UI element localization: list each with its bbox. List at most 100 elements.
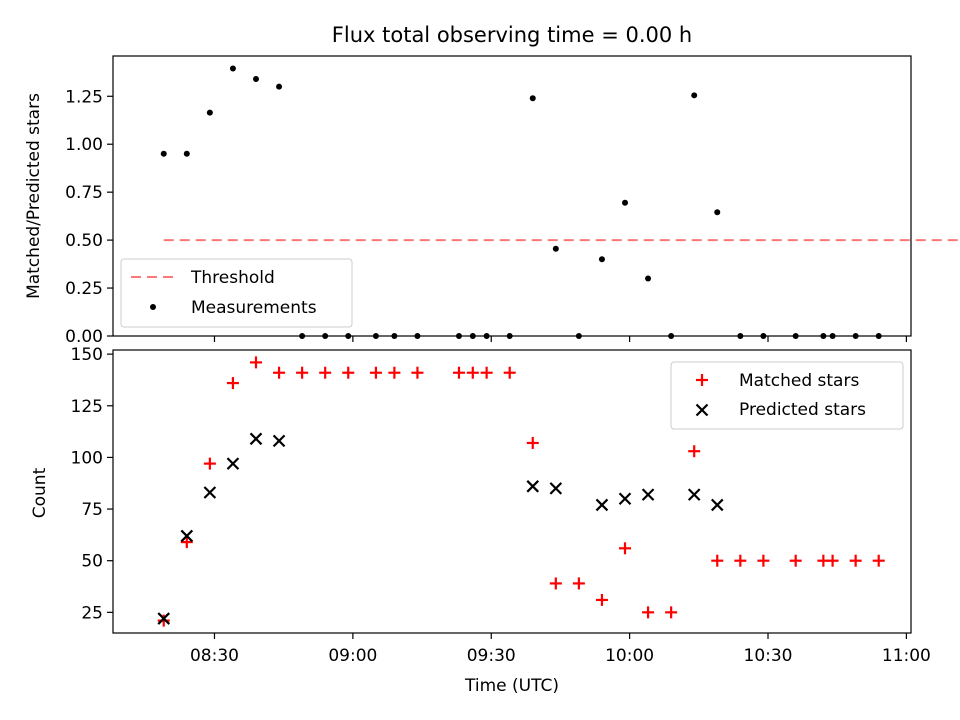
predicted-star-point [687,488,701,501]
measurement-point [552,245,559,252]
measurement-point [529,95,536,102]
top-plot-frame [112,55,912,337]
matched-star-point [757,554,770,567]
bottom-legend-box [670,361,904,430]
predicted-star-point [710,498,724,512]
matched-star-point [226,377,239,390]
matched-star-point [619,542,632,555]
matched-star-point [665,606,678,619]
x-tick-label: 09:00 [328,646,377,666]
threshold-legend-label: Threshold [190,268,275,288]
measurement-point [252,76,259,83]
predicted-swatch-marker [695,403,709,417]
matched-star-point [642,606,655,619]
matched-star-point [572,577,585,590]
top-y-tick-label: 1.25 [65,87,103,107]
top-y-tick-label: 0.00 [65,327,103,347]
top-y-tick-label: 0.75 [65,183,103,203]
matched-star-point [369,366,382,379]
measurement-point [714,209,721,216]
predicted-star-point [249,432,263,446]
matched-star-point [849,554,862,567]
bottom-y-tick-label: 50 [81,552,103,572]
measurement-point [598,256,605,263]
matched-star-point [466,366,479,379]
predicted-star-point [180,529,194,543]
matched-star-point [789,554,802,567]
predicted-star-point [526,480,540,493]
bottom-ticks: 25 50 75 100 125 150 08:30 09:00 09:30 10:00 10:30… [71,345,931,666]
x-axis-title: Time (UTC) [464,676,559,696]
measurement-point [645,275,652,282]
predicted-star-point [618,492,632,506]
x-tick-label: 09:30 [467,646,516,666]
matched-star-point [711,554,724,567]
matched-star-point [203,457,216,470]
matched-star-point [526,436,539,449]
matched-star-point [872,554,885,567]
bottom-panel: Count Time (UTC) 25 50 75 100 125 150 08:30 09:… [30,345,931,696]
bottom-y-tick-label: 100 [71,448,103,468]
matched-star-point [595,593,608,606]
measurement-point [183,150,190,157]
matched-star-point [826,554,839,567]
matched-legend-label: Matched stars [739,371,859,391]
bottom-y-axis-title: Count [30,467,50,518]
matched-swatch-marker [696,374,708,386]
matched-star-point [480,366,493,379]
bottom-legend: Matched stars Predicted stars [670,361,904,430]
measurements-legend-label: Measurements [191,298,317,318]
measurement-point [691,92,698,99]
matched-star-point [319,366,332,379]
measurements-legend-swatch [150,304,156,310]
predicted-star-point [641,488,655,501]
top-y-tick-label: 0.25 [65,279,103,299]
top-legend-box [120,258,353,328]
matched-star-point [411,366,424,379]
x-tick-label: 10:30 [744,646,793,666]
x-tick-label: 08:30 [190,646,239,666]
matched-star-point [296,366,309,379]
predicted-star-point [203,486,217,499]
bottom-y-tick-label: 150 [71,345,103,365]
bottom-plot-frame [112,349,912,634]
matched-star-point [503,366,516,379]
matched-legend-swatch [696,374,708,386]
predicted-star-point [272,434,286,448]
top-y-tick-label: 0.50 [65,231,103,251]
predicted-star-point [157,612,171,625]
predicted-star-point [595,498,609,512]
matched-star-point [549,577,562,590]
matched-star-point [388,366,401,379]
top-panel: Flux total observing time = 0.00 h Match… [24,23,960,347]
top-y-axis-title: Matched/Predicted stars [24,93,44,299]
bottom-y-tick-label: 75 [81,500,103,520]
count-points [157,356,885,627]
matched-star-point [688,445,701,458]
predicted-star-point [226,457,240,470]
matched-star-point [452,366,465,379]
predicted-star-point [549,482,563,495]
measurement-point [160,150,167,157]
bottom-y-tick-label: 125 [71,397,103,417]
predicted-legend-swatch [695,403,709,417]
measurement-point [622,199,629,206]
matched-star-point [157,614,170,627]
top-legend: Threshold Measurements [120,258,353,328]
predicted-legend-label: Predicted stars [739,400,866,420]
matched-star-point [180,536,193,549]
measurement-point [229,65,236,72]
matched-star-point [249,356,262,369]
measurement-point [206,109,213,116]
matched-star-point [342,366,355,379]
x-tick-label: 11:00 [882,646,931,666]
matched-star-point [273,366,286,379]
measurement-point [276,83,283,90]
matched-star-point [734,554,747,567]
top-ticks: 0.00 0.25 0.50 0.75 1.00 1.25 [65,87,907,347]
bottom-y-tick-label: 25 [81,603,103,623]
chart-title: Flux total observing time = 0.00 h [332,23,692,47]
x-tick-label: 10:00 [605,646,654,666]
top-y-tick-label: 1.00 [65,135,103,155]
